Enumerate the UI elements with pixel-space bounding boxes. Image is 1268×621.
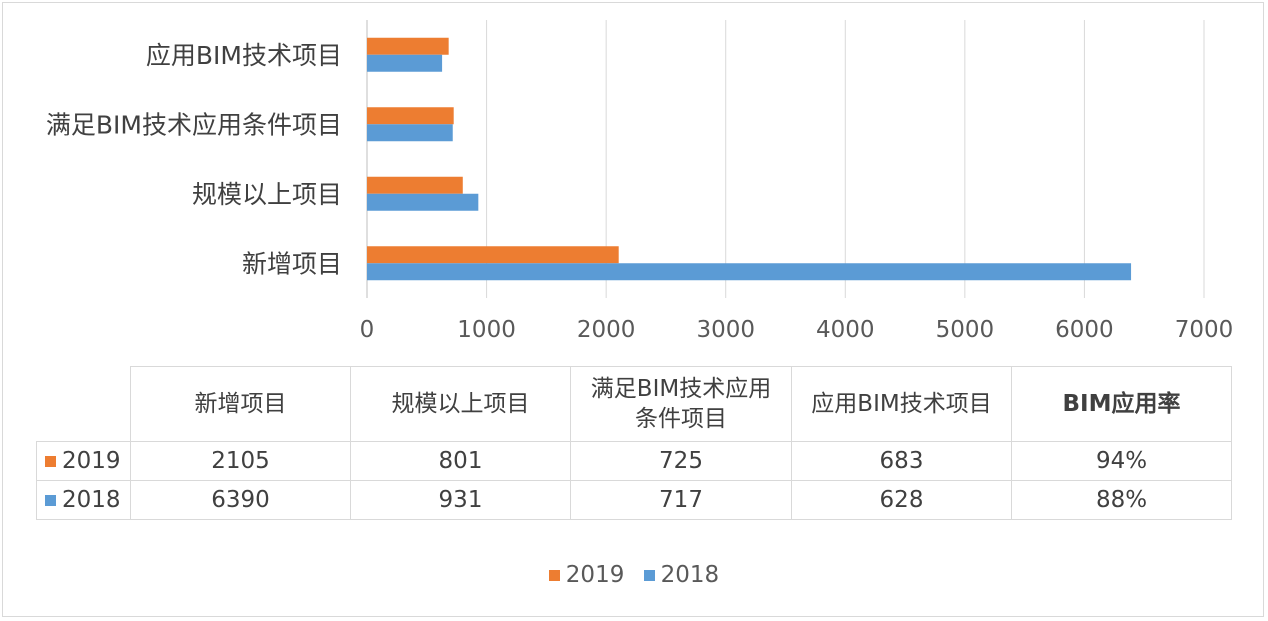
table-row: 2019 2105 801 725 683 94% — [36, 441, 1232, 481]
x-tick-label: 6000 — [1055, 317, 1114, 343]
table-cell: 801 — [350, 441, 571, 481]
legend-swatch-icon — [643, 570, 655, 581]
table-cell: 717 — [570, 480, 792, 520]
series-label: 2019 — [62, 448, 121, 474]
category-label: 应用BIM技术项目 — [146, 41, 342, 70]
series-label: 2018 — [62, 487, 121, 513]
legend-item-2018: 2018 — [643, 562, 720, 588]
legend-swatch-2018 — [45, 495, 56, 506]
bar-2018 — [367, 124, 453, 142]
legend-swatch-icon — [548, 570, 560, 581]
table-cell: 88% — [1011, 480, 1232, 520]
table-header-bim-rate: BIM应用率 — [1011, 366, 1232, 442]
bar-2018 — [367, 54, 443, 72]
table-series-cell: 2019 — [36, 441, 131, 481]
category-label: 规模以上项目 — [192, 180, 342, 209]
table-header-bim-eligible: 满足BIM技术应用 条件项目 — [570, 366, 792, 442]
x-tick-label: 2000 — [577, 317, 636, 343]
x-tick-label: 1000 — [457, 317, 516, 343]
category-label: 满足BIM技术应用条件项目 — [46, 110, 342, 139]
table-cell: 94% — [1011, 441, 1232, 481]
legend-item-2019: 2019 — [548, 562, 625, 588]
bar-2019 — [367, 246, 619, 264]
x-tick-label: 0 — [360, 317, 375, 343]
bar-2019 — [367, 176, 463, 194]
bar-2018 — [367, 193, 479, 211]
x-tick-label: 7000 — [1175, 317, 1234, 343]
table-cell: 2105 — [130, 441, 351, 481]
header-line: 满足BIM技术应用 — [590, 376, 772, 402]
x-tick-label: 5000 — [936, 317, 995, 343]
table-cell: 931 — [350, 480, 571, 520]
table-header-above-scale: 规模以上项目 — [350, 366, 571, 442]
bar-2019 — [367, 37, 449, 55]
table-header-bim-applied: 应用BIM技术项目 — [791, 366, 1012, 442]
bar-2018 — [367, 263, 1132, 281]
bar-2019 — [367, 107, 454, 125]
table-cell: 6390 — [130, 480, 351, 520]
x-tick-label: 4000 — [816, 317, 875, 343]
table-header-row: 新增项目 规模以上项目 满足BIM技术应用 条件项目 应用BIM技术项目 BIM应… — [36, 366, 1232, 442]
table-row: 2018 6390 931 717 628 88% — [36, 480, 1232, 520]
chart-legend: 2019 2018 — [0, 562, 1268, 588]
legend-swatch-2019 — [45, 456, 56, 467]
x-tick-label: 3000 — [696, 317, 755, 343]
category-label: 新增项目 — [242, 249, 342, 278]
legend-label: 2018 — [660, 562, 720, 588]
table-cell: 725 — [570, 441, 792, 481]
table-series-cell: 2018 — [36, 480, 131, 520]
header-line: 条件项目 — [635, 406, 727, 432]
data-table: 新增项目 规模以上项目 满足BIM技术应用 条件项目 应用BIM技术项目 BIM应… — [36, 366, 1232, 520]
table-corner-cell — [36, 366, 131, 442]
legend-label: 2019 — [565, 562, 625, 588]
table-cell: 628 — [791, 480, 1012, 520]
table-cell: 683 — [791, 441, 1012, 481]
table-header-new-projects: 新增项目 — [130, 366, 351, 442]
